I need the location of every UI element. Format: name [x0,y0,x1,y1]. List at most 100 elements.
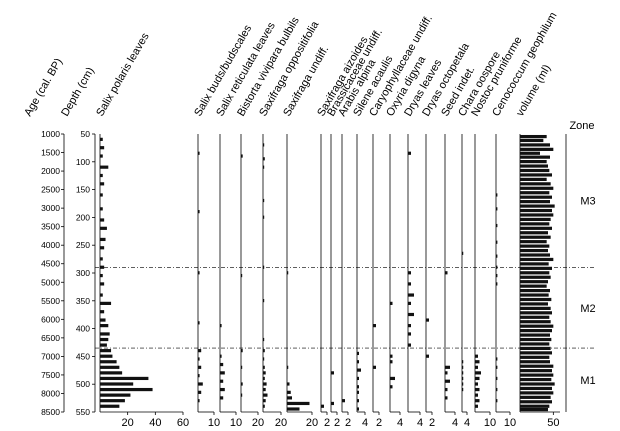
age-tick-label: 3500 [41,222,60,232]
series-0-bar [100,354,113,358]
series-18-bar [520,195,552,199]
series-12-bar [408,301,411,305]
series-4-bar [263,198,265,203]
series-8-tick-label: 2 [345,417,351,429]
series-18-bar [520,177,547,181]
series-17-bar [496,193,498,197]
series-5-bar [287,407,300,411]
series-0-bar [100,273,103,278]
series-18-bar [520,280,548,284]
series-16-bar [475,371,481,375]
series-4-bar [263,387,266,392]
series-3-bar [241,393,243,397]
series-14-bar [445,371,448,375]
series-1-bar [198,374,200,378]
series-1-bar [198,210,200,214]
age-axis-title: Age (cal. BP) [22,56,65,118]
series-18-bar [520,373,554,377]
series-1-bar [198,357,200,361]
series-17-bar [496,387,498,392]
series-18-bar [520,407,548,412]
series-18-bar [520,288,550,293]
series-2-bar [220,324,222,328]
series-18-bar [520,275,551,279]
series-18-bar [520,395,551,399]
series-0-tick-label: 20 [122,417,134,429]
series-18-bar [520,147,554,151]
series-18-bar [520,360,550,364]
depth-tick-label: 550 [76,407,90,417]
series-18-bar [520,222,550,226]
series-18-bar [520,342,550,346]
series-18-bar [520,262,549,266]
series-18-bar [520,400,552,404]
series-18-bar [520,266,552,270]
age-tick-label: 1500 [41,148,60,158]
series-0-bar [100,218,105,222]
series-15-bar [462,360,464,364]
series-0-bar [100,349,112,353]
series-15-bar [462,376,464,381]
series-16-bar [475,365,478,369]
series-18-bar [520,297,552,302]
series-0-bar [100,282,105,286]
series-15-bar [462,382,464,386]
series-13-tick-label: 2 [429,417,435,429]
series-17-bar [496,240,498,244]
series-0-bar [100,318,106,322]
series-14-bar [445,396,448,400]
series-1-bar [198,390,202,394]
series-18-bar [520,200,550,204]
series-18-bar [520,138,544,143]
series-18-bar [520,248,548,253]
age-tick-label: 7000 [41,351,60,361]
series-4-bar [263,371,266,375]
age-tick-label: 2000 [41,166,60,176]
series-18-bar [520,346,551,351]
series-13-bar [426,318,429,322]
series-12-bar [408,151,411,155]
series-2-bar [220,371,225,375]
age-tick-label: 2500 [41,185,60,195]
series-18-bar [520,391,554,395]
series-18-bar [520,235,551,239]
series-3-bar [241,273,243,278]
series-16-bar [475,387,480,392]
series-4-bar [263,376,265,381]
series-18-bar [520,213,554,217]
series-18-bar [520,337,552,342]
series-4-bar [263,399,266,403]
series-0-bar [100,399,125,403]
series-17-bar [496,357,498,361]
series-0-tick-label: 40 [149,417,161,429]
series-2-bar [220,379,224,383]
series-12-bar [408,332,411,336]
series-0-bar [100,404,120,408]
depth-tick-label: 100 [76,157,90,167]
series-0-bar [100,146,105,150]
series-12-bar [408,282,411,286]
series-1-tick-label: 10 [208,417,220,429]
series-15-bar [462,371,464,375]
series-3-tick-label: 20 [252,417,264,429]
series-13-bar [426,354,429,358]
series-11-bar [390,301,393,305]
series-1-bar [198,365,202,369]
series-18-bar [520,244,550,248]
series-3-bar [241,382,243,386]
series-9-bar [357,351,359,356]
series-5-bar [287,401,310,406]
series-18-bar [520,173,552,177]
series-0-bar [100,207,103,211]
age-tick-label: 5500 [41,296,60,306]
series-17-bar [496,223,498,228]
series-1-bar [198,399,200,403]
series-17-bar [496,282,498,286]
series-1-bar [198,382,203,386]
series-0-bar [100,310,105,314]
age-tick-label: 4500 [41,259,60,269]
series-18-bar [520,204,555,208]
series-12-bar [408,271,411,275]
series-18-tick-label: 50 [547,417,559,429]
